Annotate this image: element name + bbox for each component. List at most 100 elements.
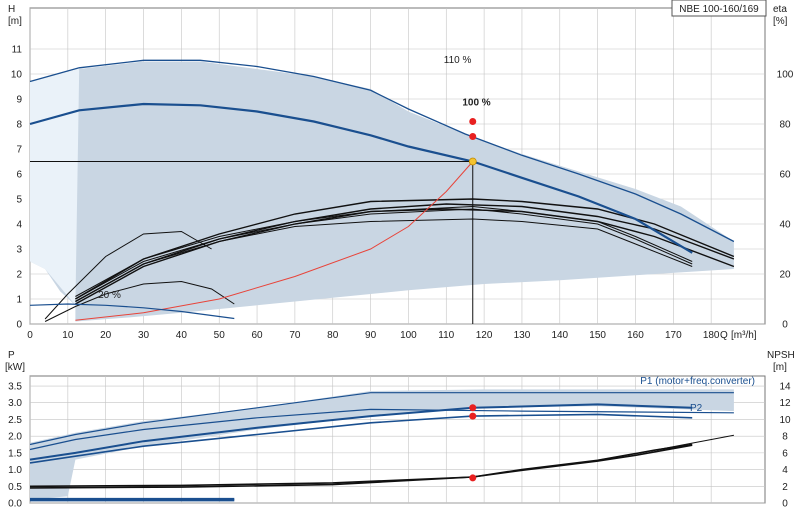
top-y-tick-label: 4	[16, 220, 22, 231]
duty-point-marker	[468, 157, 477, 166]
label-p2: P2	[690, 403, 703, 414]
bottom-y2-tick-label: 6	[782, 448, 788, 459]
bottom-y2-tick-label: 2	[782, 482, 788, 493]
bottom-y-tick-label: 1.5	[8, 448, 22, 459]
x-tick-label: 130	[514, 330, 531, 341]
head-curve-100	[29, 102, 693, 254]
y-axis-unit: [m]	[8, 16, 22, 27]
bottom-y2-tick-label: 12	[779, 398, 791, 409]
npsh-axis-unit: [m]	[773, 362, 787, 373]
npsh-axis-label: NPSH	[767, 350, 795, 361]
power-curve	[29, 408, 734, 451]
bottom-y2-tick-label: 8	[782, 432, 788, 443]
x-axis-unit: [m³/h]	[731, 330, 757, 341]
x-tick-label: 70	[289, 330, 301, 341]
top-y2-tick-label: 40	[779, 220, 791, 231]
bottom-y2-tick-label: 4	[782, 465, 788, 476]
model-name: NBE 100-160/169	[679, 4, 759, 15]
top-y-tick-label: 9	[16, 95, 22, 106]
top-y-tick-label: 8	[16, 120, 22, 131]
x-tick-label: 80	[327, 330, 339, 341]
power-operating-region	[30, 389, 734, 500]
model-badge	[671, 0, 767, 17]
y2-axis-label: eta	[773, 4, 787, 15]
x-tick-label: 120	[476, 330, 493, 341]
bottom-y-tick-label: 0.5	[8, 482, 22, 493]
x-tick-label: 0	[27, 330, 33, 341]
x-tick-label: 100	[400, 330, 417, 341]
npsh-curve	[597, 434, 734, 461]
top-y2-tick-label: 100	[777, 70, 794, 81]
x-tick-label: 40	[176, 330, 188, 341]
bottom-y-tick-label: 2.5	[8, 415, 22, 426]
x-axis-label: Q	[720, 330, 728, 341]
efficiency-curve	[75, 205, 693, 297]
x-tick-label: 10	[62, 330, 74, 341]
head-curve-110	[29, 59, 735, 243]
bottom-y-tick-label: 3.0	[8, 398, 22, 409]
bottom-y-tick-label: 0.0	[8, 499, 22, 510]
head-curve-20	[29, 303, 235, 320]
label-p1: P1 (motor+freq.converter)	[640, 376, 755, 387]
y2-axis-unit: [%]	[773, 16, 788, 27]
head-efficiency-chart: 0 1 2 3 4 5 6 7 8 9 10 110 20 40 60 80 100 0 10 20 30 40 50 60 7…	[8, 0, 794, 341]
bottom-y2-tick-label: 10	[779, 415, 791, 426]
bottom-y-tick-labels: 0.0 0.5 1.0 1.5 2.0 2.5 3.0 3.5	[8, 382, 22, 510]
bottom-y-tick-label: 2.0	[8, 432, 22, 443]
y-axis-label: H	[8, 4, 15, 15]
power-point-marker	[469, 474, 477, 482]
x-tick-label: 160	[627, 330, 644, 341]
x-tick-label: 50	[214, 330, 226, 341]
operating-region	[30, 61, 734, 322]
x-tick-label: 60	[251, 330, 263, 341]
x-tick-label: 150	[589, 330, 606, 341]
x-tick-label: 170	[665, 330, 682, 341]
top-y2-tick-label: 80	[779, 120, 791, 131]
top-y2-tick-labels: 0 20 40 60 80 100	[777, 70, 794, 331]
bottom-y2-tick-label: 14	[779, 381, 791, 392]
x-tick-label: 110	[438, 330, 454, 341]
power-point-marker	[469, 412, 477, 420]
power-curve	[29, 392, 734, 446]
label-20: 20 %	[98, 290, 121, 301]
top-y-tick-labels: 0 1 2 3 4 5 6 7 8 9 10 11	[11, 45, 23, 331]
top-y-tick-label: 1	[16, 295, 22, 306]
bottom-y2-tick-labels: 0 2 4 6 8 10 12 14	[779, 381, 791, 509]
efficiency-curve	[75, 208, 735, 305]
top-y2-tick-label: 20	[779, 270, 791, 281]
power-point-marker	[469, 404, 477, 412]
operating-region-light	[30, 69, 80, 306]
top-y-tick-label: 3	[16, 245, 22, 256]
x-tick-label: 30	[138, 330, 150, 341]
x-tick-labels: 0 10 20 30 40 50 60 70 80 90 100 110 120 130 140 150 160…	[27, 330, 720, 341]
bottom-y-tick-label: 1.0	[8, 465, 22, 476]
efficiency-point-marker	[469, 118, 477, 125]
bottom-y2-tick-label: 0	[782, 499, 788, 510]
top-y-tick-label: 7	[16, 145, 22, 156]
x-tick-label: 20	[100, 330, 112, 341]
top-y-tick-label: 10	[11, 70, 23, 81]
power-npsh-chart: 0.0 0.5 1.0 1.5 2.0 2.5 3.0 3.5 0 2 4 6 8 10 12 14 P[kW]…	[5, 350, 795, 510]
efficiency-curve	[75, 203, 735, 303]
power-curve-p1	[29, 403, 693, 461]
power-curve-p2	[29, 413, 693, 464]
p-axis-unit: [kW]	[5, 362, 25, 373]
efficiency-curve	[75, 208, 693, 300]
efficiency-point-marker	[469, 133, 477, 140]
efficiency-curve	[75, 198, 735, 300]
x-tick-label: 180	[703, 330, 720, 341]
top-y-tick-label: 2	[16, 270, 22, 281]
x-tick-label: 140	[551, 330, 568, 341]
label-110: 110 %	[444, 55, 472, 66]
efficiency-curve	[44, 280, 235, 322]
efficiency-curve	[44, 230, 212, 320]
bottom-y-tick-label: 3.5	[8, 382, 22, 393]
top-y-tick-label: 5	[16, 195, 22, 206]
top-y2-tick-label: 60	[779, 170, 791, 181]
top-y-tick-label: 6	[16, 170, 22, 181]
p-axis-label: P	[8, 350, 15, 361]
top-y-tick-label: 0	[16, 320, 22, 331]
x-tick-label: 90	[365, 330, 377, 341]
system-curve	[75, 161, 474, 321]
